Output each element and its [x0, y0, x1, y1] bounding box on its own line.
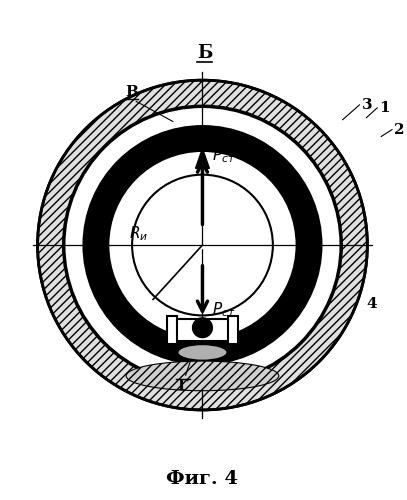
Text: 2: 2 — [394, 122, 405, 136]
Text: 3: 3 — [362, 98, 373, 112]
Text: $Р_{ст}$: $Р_{ст}$ — [212, 300, 236, 318]
Circle shape — [64, 106, 341, 384]
Circle shape — [108, 150, 297, 340]
Circle shape — [132, 174, 273, 316]
Polygon shape — [195, 148, 209, 169]
Circle shape — [193, 318, 212, 338]
FancyBboxPatch shape — [228, 316, 238, 344]
FancyBboxPatch shape — [175, 319, 230, 340]
Circle shape — [84, 126, 321, 364]
Text: 4: 4 — [366, 298, 376, 312]
Text: 1: 1 — [379, 101, 390, 115]
Text: Б: Б — [197, 44, 212, 62]
Text: Фиг. 4: Фиг. 4 — [166, 470, 239, 488]
FancyBboxPatch shape — [167, 316, 177, 344]
Ellipse shape — [126, 361, 279, 390]
Ellipse shape — [178, 344, 227, 360]
Text: $Р_{ст}$: $Р_{ст}$ — [212, 147, 236, 166]
Text: $R_{и}$: $R_{и}$ — [129, 224, 148, 242]
Circle shape — [37, 80, 368, 410]
Text: В: В — [125, 86, 138, 100]
Text: Г: Г — [177, 379, 188, 393]
Polygon shape — [195, 324, 210, 338]
